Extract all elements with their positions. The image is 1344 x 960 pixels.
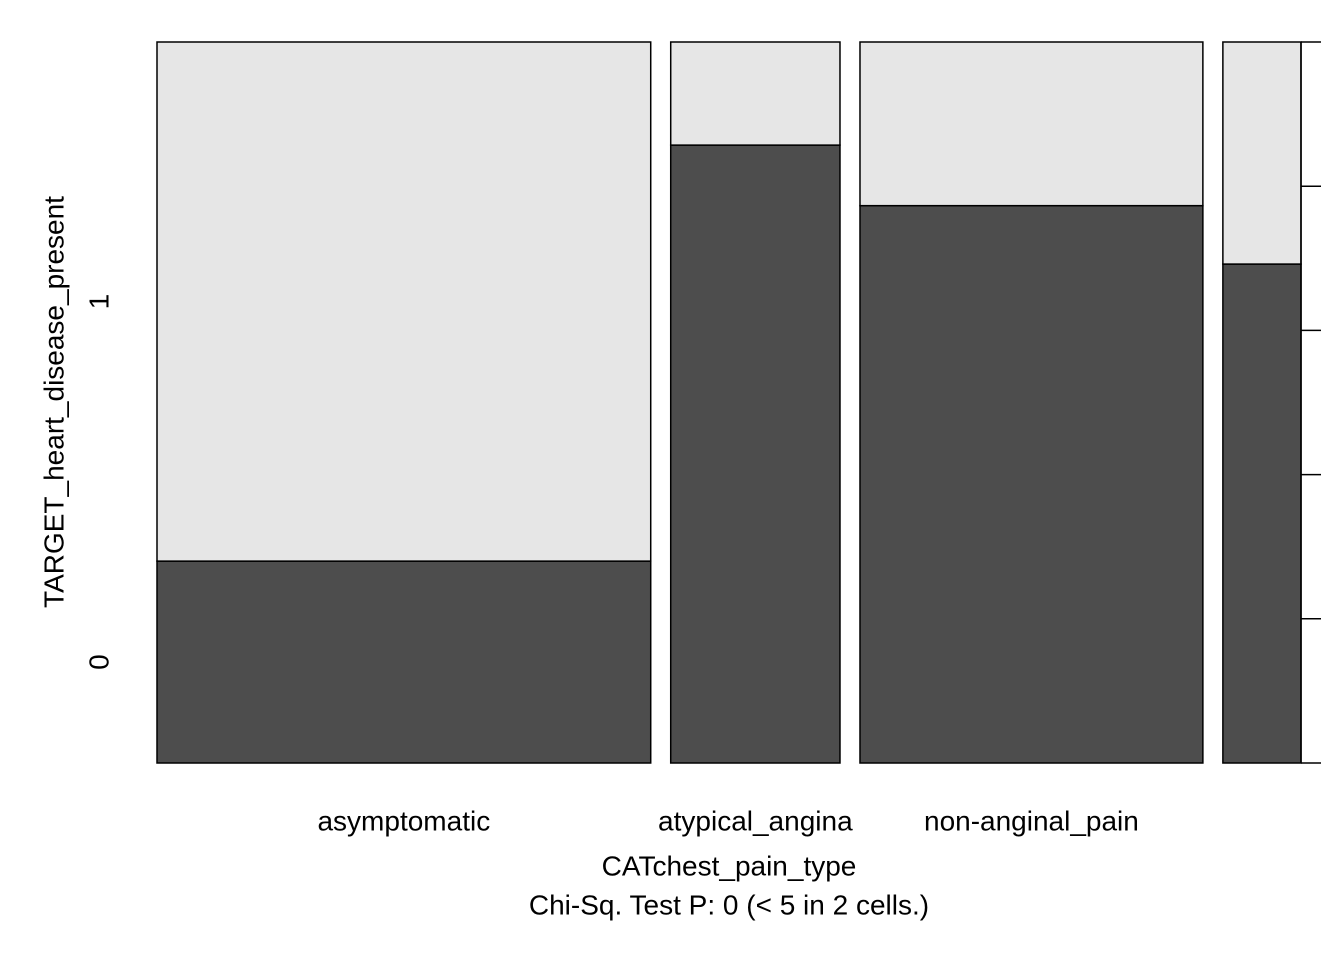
x-tick-label: asymptomatic xyxy=(317,805,490,836)
segment xyxy=(1222,263,1302,764)
segment xyxy=(669,41,841,146)
x-tick-label: non-anginal_pain xyxy=(924,805,1139,836)
y-level-label: 1 xyxy=(83,294,114,310)
segment xyxy=(156,560,652,764)
y-level-label: 0 xyxy=(83,654,114,670)
segment xyxy=(156,41,652,562)
segment xyxy=(859,204,1204,764)
segment xyxy=(1222,41,1302,265)
x-axis-title: CATchest_pain_type xyxy=(602,850,857,881)
segment xyxy=(669,144,841,764)
segment xyxy=(859,41,1204,207)
subtitle: Chi-Sq. Test P: 0 (< 5 in 2 cells.) xyxy=(529,889,929,920)
y-axis-title: TARGET_heart_disease_present xyxy=(38,196,69,608)
x-tick-label: atypical_angina xyxy=(658,805,853,836)
